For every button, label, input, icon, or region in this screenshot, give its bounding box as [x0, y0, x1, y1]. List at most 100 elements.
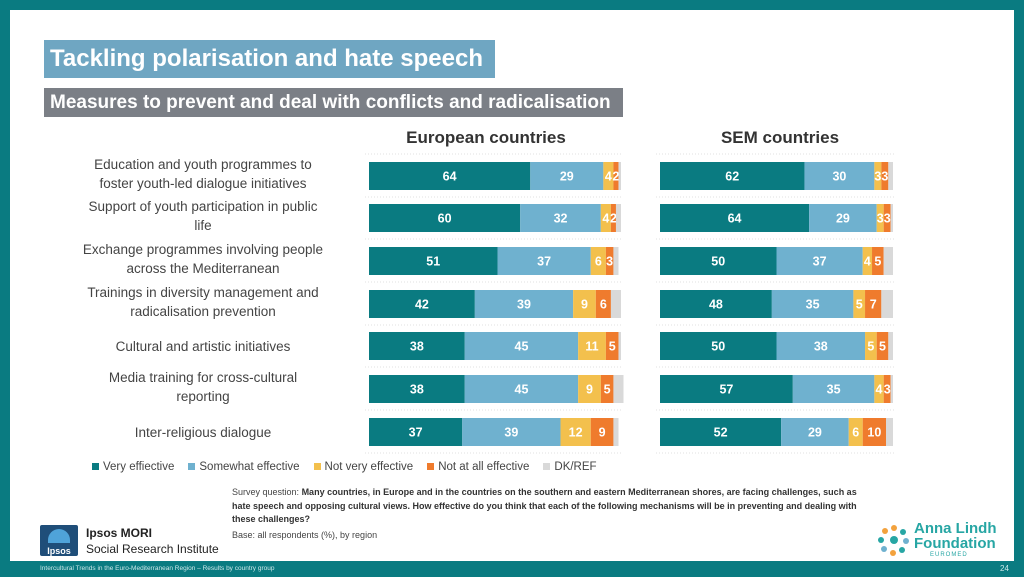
row-label-line: Cultural and artistic initiatives: [115, 338, 291, 354]
bar-p0-r0-s0: [369, 162, 531, 190]
data-label-p0-r4-s3: 5: [609, 340, 616, 354]
bar-p1-r2-s3: [872, 247, 884, 275]
data-label-p1-r3-s2: 5: [856, 298, 863, 312]
data-label-p0-r0-s3: 2: [612, 170, 619, 184]
bar-p1-r4-s4: [888, 332, 893, 360]
bar-p1-r5-s4: [890, 375, 893, 403]
bar-p1-r2-s1: [776, 247, 863, 275]
data-label-p1-r4-s1: 38: [814, 340, 828, 354]
bar-p0-r1-s0: [369, 204, 521, 232]
row-label-3: Trainings in diversity management and rad…: [53, 283, 353, 321]
bar-p0-r2-s4: [613, 247, 619, 275]
data-label-p1-r2-s1: 37: [813, 255, 827, 269]
legend-item-1: Somewhat effective: [188, 461, 300, 473]
bar-p0-r6-s1: [462, 418, 561, 446]
row-label-line: across the Mediterranean: [126, 261, 280, 276]
bar-p0-r4-s0: [369, 332, 465, 360]
bar-p1-r0-s0: [660, 162, 805, 190]
bar-p1-r6-s4: [886, 418, 893, 446]
bar-p0-r0-s3: [613, 162, 619, 190]
bar-p1-r3-s0: [660, 290, 772, 318]
legend-swatch: [427, 463, 435, 471]
legend-label: Not at all effective: [438, 461, 530, 473]
bar-p0-r6-s4: [613, 418, 619, 446]
bar-p0-r2-s2: [590, 247, 606, 275]
row-label-0: Education and youth programmes to foster …: [53, 155, 353, 193]
data-label-p0-r1-s0: 60: [438, 212, 452, 226]
bar-p0-r5-s0: [369, 375, 465, 403]
bar-p1-r3-s1: [771, 290, 854, 318]
bar-p0-r2-s0: [369, 247, 498, 275]
data-label-p1-r5-s0: 57: [719, 383, 733, 397]
data-label-p0-r3-s2: 9: [581, 298, 588, 312]
legend-item-3: Not at all effective: [427, 461, 529, 473]
survey-question: Survey question: Many countries, in Euro…: [232, 486, 872, 527]
bar-p1-r2-s2: [862, 247, 873, 275]
bar-p1-r0-s3: [881, 162, 889, 190]
bar-p0-r5-s2: [578, 375, 601, 403]
bar-p0-r3-s1: [474, 290, 574, 318]
bar-p0-r4-s1: [464, 332, 579, 360]
page-subtitle: Measures to prevent and deal with confli…: [44, 88, 623, 117]
ipsos-logo-mark: [48, 529, 70, 543]
legend-swatch: [543, 463, 551, 471]
row-label-line: Media training for cross-cultural: [108, 370, 298, 385]
bar-p0-r4-s2: [578, 332, 606, 360]
page-number: 24: [1000, 564, 1009, 573]
alf-line1: Anna Lindh: [914, 520, 997, 537]
row-label-line: reporting: [176, 389, 230, 404]
bar-p1-r6-s1: [781, 418, 849, 446]
legend-swatch: [188, 463, 196, 471]
data-label-p1-r1-s1: 29: [836, 212, 850, 226]
bar-p1-r4-s3: [876, 332, 889, 360]
data-label-p1-r1-s3: 3: [884, 212, 891, 226]
data-label-p0-r5-s3: 5: [604, 383, 611, 397]
data-label-p0-r5-s1: 45: [515, 383, 529, 397]
bar-p1-r0-s1: [804, 162, 875, 190]
data-label-p0-r6-s3: 9: [599, 426, 606, 440]
bar-p0-r1-s3: [610, 204, 616, 232]
bar-p0-r3-s3: [595, 290, 611, 318]
bar-p1-r3-s3: [865, 290, 882, 318]
bar-p0-r4-s4: [618, 332, 621, 360]
bar-p1-r5-s3: [883, 375, 891, 403]
row-label-line: Education and youth programmes to: [94, 157, 312, 172]
bar-p1-r2-s4: [883, 247, 893, 275]
bar-p0-r1-s2: [600, 204, 611, 232]
panel-title-european: European countries: [406, 128, 566, 147]
bar-p0-r3-s2: [573, 290, 596, 318]
data-label-p0-r1-s2: 4: [602, 212, 609, 226]
bar-p1-r1-s1: [809, 204, 877, 232]
bar-p1-r6-s3: [862, 418, 887, 446]
data-label-p0-r2-s2: 6: [595, 255, 602, 269]
row-label-line: Inter-religious dialogue: [134, 424, 272, 440]
data-label-p0-r5-s2: 9: [586, 383, 593, 397]
row-label-6: Inter-religious dialogue: [53, 423, 353, 442]
data-label-p1-r2-s2: 4: [864, 255, 871, 269]
footer-text: Intercultural Trends in the Euro-Mediter…: [40, 565, 275, 572]
bar-p1-r5-s2: [874, 375, 884, 403]
legend-label: Somewhat effective: [199, 461, 300, 473]
bar-p1-r5-s0: [660, 375, 793, 403]
panel-title-sem: SEM countries: [720, 128, 840, 147]
base-note: Base: all respondents (%), by region: [232, 530, 378, 540]
bar-p1-r3-s2: [853, 290, 866, 318]
data-label-p1-r6-s2: 6: [852, 426, 859, 440]
legend-swatch: [313, 463, 321, 471]
legend-item-0: Very effiective: [92, 461, 174, 473]
survey-question-label: Survey question:: [232, 487, 300, 497]
data-label-p0-r0-s0: 64: [443, 170, 457, 184]
legend-swatch: [92, 463, 99, 471]
legend-label: Very effiective: [103, 461, 175, 473]
data-label-p0-r1-s1: 32: [554, 212, 568, 226]
data-label-p1-r6-s0: 52: [714, 426, 728, 440]
data-label-p0-r4-s0: 38: [410, 340, 424, 354]
bar-p1-r4-s1: [776, 332, 866, 360]
data-label-p1-r3-s1: 35: [806, 298, 820, 312]
page-title: Tackling polarisation and hate speech: [44, 40, 495, 78]
data-label-p0-r0-s2: 4: [605, 170, 612, 184]
bar-p1-r1-s2: [876, 204, 884, 232]
bar-p0-r2-s3: [605, 247, 614, 275]
bar-p1-r1-s3: [883, 204, 891, 232]
